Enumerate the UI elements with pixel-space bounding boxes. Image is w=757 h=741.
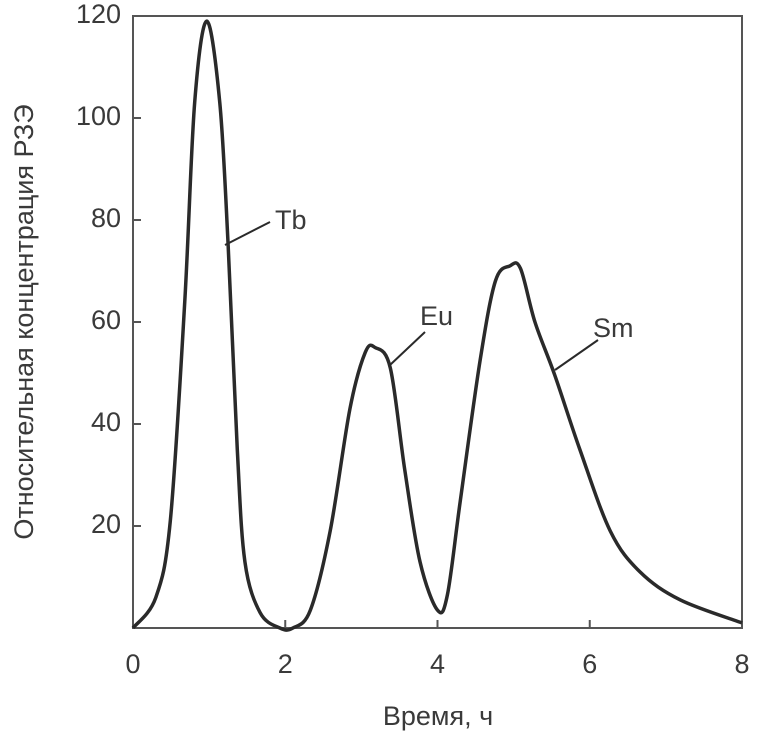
leader-line: [554, 339, 599, 371]
x-axis-label: Время, ч: [383, 701, 493, 731]
y-tick-label: 20: [91, 509, 121, 539]
x-tick-label: 2: [278, 649, 293, 679]
y-tick-label: 60: [91, 305, 121, 335]
annotation: Sm: [593, 313, 634, 343]
data-line: [131, 19, 743, 632]
y-tick-label: 80: [91, 203, 121, 233]
x-tick-label: 8: [734, 649, 749, 679]
x-tick-label: 0: [125, 649, 140, 679]
y-tick-label: 40: [91, 407, 121, 437]
y-tick-label: 120: [76, 0, 121, 29]
y-tick-label: 100: [76, 101, 121, 131]
annotation: Tb: [275, 205, 307, 235]
y-axis-label: Относительная концентрация РЗЭ: [9, 104, 39, 539]
leader-line: [224, 221, 271, 246]
leader-line: [389, 331, 426, 366]
x-tick-label: 4: [430, 649, 445, 679]
annotation: Eu: [420, 301, 453, 331]
x-tick-label: 6: [582, 649, 597, 679]
